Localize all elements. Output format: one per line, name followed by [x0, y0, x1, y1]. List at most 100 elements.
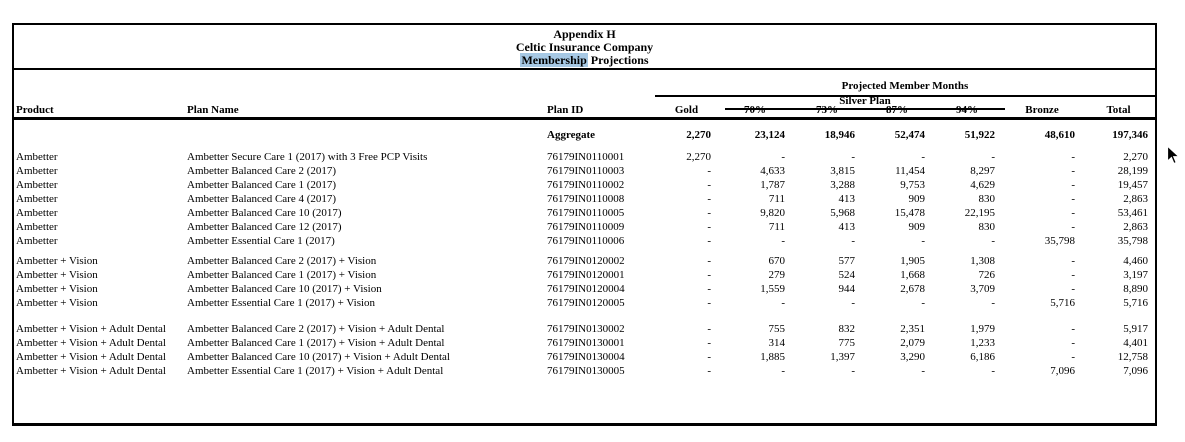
cell-value: -: [851, 297, 855, 309]
cell-plan-name: Ambetter Balanced Care 10 (2017) + Visio…: [187, 283, 382, 295]
cell-plan-id: 76179IN0130002: [547, 323, 625, 335]
cell-plan-id: 76179IN0110009: [547, 221, 625, 233]
table-body: Ambetter Ambetter Secure Care 1 (2017) w…: [14, 150, 1155, 378]
cell-value: -: [851, 151, 855, 163]
cell-value: -: [921, 235, 925, 247]
cell-plan-name: Ambetter Balanced Care 1 (2017) + Vision: [187, 269, 377, 281]
cell-value: 15,478: [894, 207, 925, 219]
aggregate-value: 197,346: [1112, 129, 1148, 141]
table-row: Ambetter + Vision + Adult Dental Ambette…: [14, 350, 1155, 364]
col-header-metal: 94%: [956, 104, 978, 116]
cell-value: 944: [838, 283, 856, 295]
cell-value: 711: [768, 193, 785, 205]
cell-value: -: [1071, 151, 1075, 163]
cell-plan-name: Ambetter Essential Care 1 (2017): [187, 235, 335, 247]
cell-value: 7,096: [1050, 365, 1075, 377]
cell-value: 53,461: [1117, 207, 1148, 219]
col-header-plan-id: Plan ID: [547, 104, 584, 116]
cell-value: 4,460: [1123, 255, 1148, 267]
find-highlight: Membership: [520, 53, 588, 67]
cell-value: 726: [978, 269, 996, 281]
cell-value: 5,716: [1050, 297, 1075, 309]
cell-value: 9,753: [900, 179, 925, 191]
cell-plan-id: 76179IN0120005: [547, 297, 625, 309]
cell-value: -: [1071, 165, 1075, 177]
cell-plan-id: 76179IN0110008: [547, 193, 625, 205]
plan-group: Ambetter + Vision + Adult Dental Ambette…: [14, 322, 1155, 378]
table-row: Ambetter + Vision + Adult Dental Ambette…: [14, 322, 1155, 336]
cell-value: -: [1071, 283, 1075, 295]
cell-value: 832: [838, 323, 856, 335]
table-row: Ambetter Ambetter Balanced Care 1 (2017)…: [14, 178, 1155, 192]
cell-value: 1,397: [830, 351, 855, 363]
plan-group: Ambetter + Vision Ambetter Balanced Care…: [14, 254, 1155, 310]
cell-value: 3,290: [900, 351, 925, 363]
span-header-silver-plan: Silver Plan: [725, 96, 1005, 110]
col-header-plan-name: Plan Name: [187, 104, 239, 116]
cell-value: 8,890: [1123, 283, 1148, 295]
col-header-metal: 70%: [744, 104, 766, 116]
cell-value: 4,401: [1123, 337, 1148, 349]
cell-value: -: [1071, 337, 1075, 349]
cell-product: Ambetter + Vision + Adult Dental: [16, 337, 166, 349]
aggregate-value: 2,270: [686, 129, 711, 141]
cell-value: -: [1071, 351, 1075, 363]
cell-plan-id: 76179IN0120001: [547, 269, 625, 281]
cell-value: -: [707, 165, 711, 177]
appendix-table-box: Appendix H Celtic Insurance Company Memb…: [12, 23, 1157, 426]
title-report: Membership Projections: [14, 53, 1155, 67]
col-header-metal: Total: [1106, 104, 1131, 116]
cell-plan-name: Ambetter Essential Care 1 (2017) + Visio…: [187, 365, 444, 377]
title-company: Celtic Insurance Company: [515, 40, 654, 54]
cell-product: Ambetter + Vision + Adult Dental: [16, 323, 166, 335]
plan-group: Ambetter Ambetter Secure Care 1 (2017) w…: [14, 150, 1155, 248]
cell-value: 22,195: [964, 207, 995, 219]
cell-product: Ambetter: [16, 235, 58, 247]
cell-value: 314: [768, 337, 786, 349]
aggregate-row: Aggregate 2,270 23,124 18,946 52,474 51,…: [14, 128, 1155, 142]
col-header-metal: Gold: [674, 104, 699, 116]
cell-value: -: [707, 297, 711, 309]
cell-product: Ambetter: [16, 221, 58, 233]
table-row: Ambetter Ambetter Balanced Care 2 (2017)…: [14, 164, 1155, 178]
cell-value: -: [1071, 207, 1075, 219]
cell-value: 1,308: [970, 255, 995, 267]
table-row: Ambetter + Vision Ambetter Essential Car…: [14, 296, 1155, 310]
cell-plan-id: 76179IN0110002: [547, 179, 625, 191]
cell-value: -: [1071, 269, 1075, 281]
aggregate-spacer: [185, 128, 545, 142]
cell-product: Ambetter + Vision + Adult Dental: [16, 351, 166, 363]
cell-value: 5,917: [1123, 323, 1148, 335]
aggregate-value: 52,474: [894, 129, 925, 141]
mouse-cursor: [1166, 145, 1180, 165]
cell-value: 2,270: [686, 151, 711, 163]
cell-value: 7,096: [1123, 365, 1148, 377]
cell-plan-id: 76179IN0110006: [547, 235, 625, 247]
cell-value: -: [707, 179, 711, 191]
cell-product: Ambetter + Vision: [16, 283, 98, 295]
cell-value: 413: [838, 221, 856, 233]
cell-plan-id: 76179IN0120004: [547, 283, 625, 295]
cell-value: 12,758: [1117, 351, 1148, 363]
table-row: Ambetter Ambetter Balanced Care 4 (2017)…: [14, 192, 1155, 206]
cell-value: -: [921, 297, 925, 309]
cell-value: -: [781, 297, 785, 309]
cell-value: 5,716: [1123, 297, 1148, 309]
cell-value: 577: [838, 255, 856, 267]
cell-value: -: [921, 365, 925, 377]
cell-value: 19,457: [1117, 179, 1148, 191]
cell-product: Ambetter: [16, 207, 58, 219]
cell-value: -: [991, 151, 995, 163]
cell-value: 2,351: [900, 323, 925, 335]
cell-plan-id: 76179IN0130001: [547, 337, 625, 349]
cell-value: -: [781, 235, 785, 247]
cell-product: Ambetter + Vision + Adult Dental: [16, 365, 166, 377]
cell-value: -: [991, 365, 995, 377]
cell-value: 909: [908, 193, 926, 205]
cell-plan-name: Ambetter Balanced Care 10 (2017) + Visio…: [187, 351, 450, 363]
table-row: Ambetter Ambetter Essential Care 1 (2017…: [14, 234, 1155, 248]
cell-plan-name: Ambetter Balanced Care 1 (2017) + Vision…: [187, 337, 445, 349]
cell-value: -: [707, 365, 711, 377]
col-header-metal: 73%: [816, 104, 838, 116]
